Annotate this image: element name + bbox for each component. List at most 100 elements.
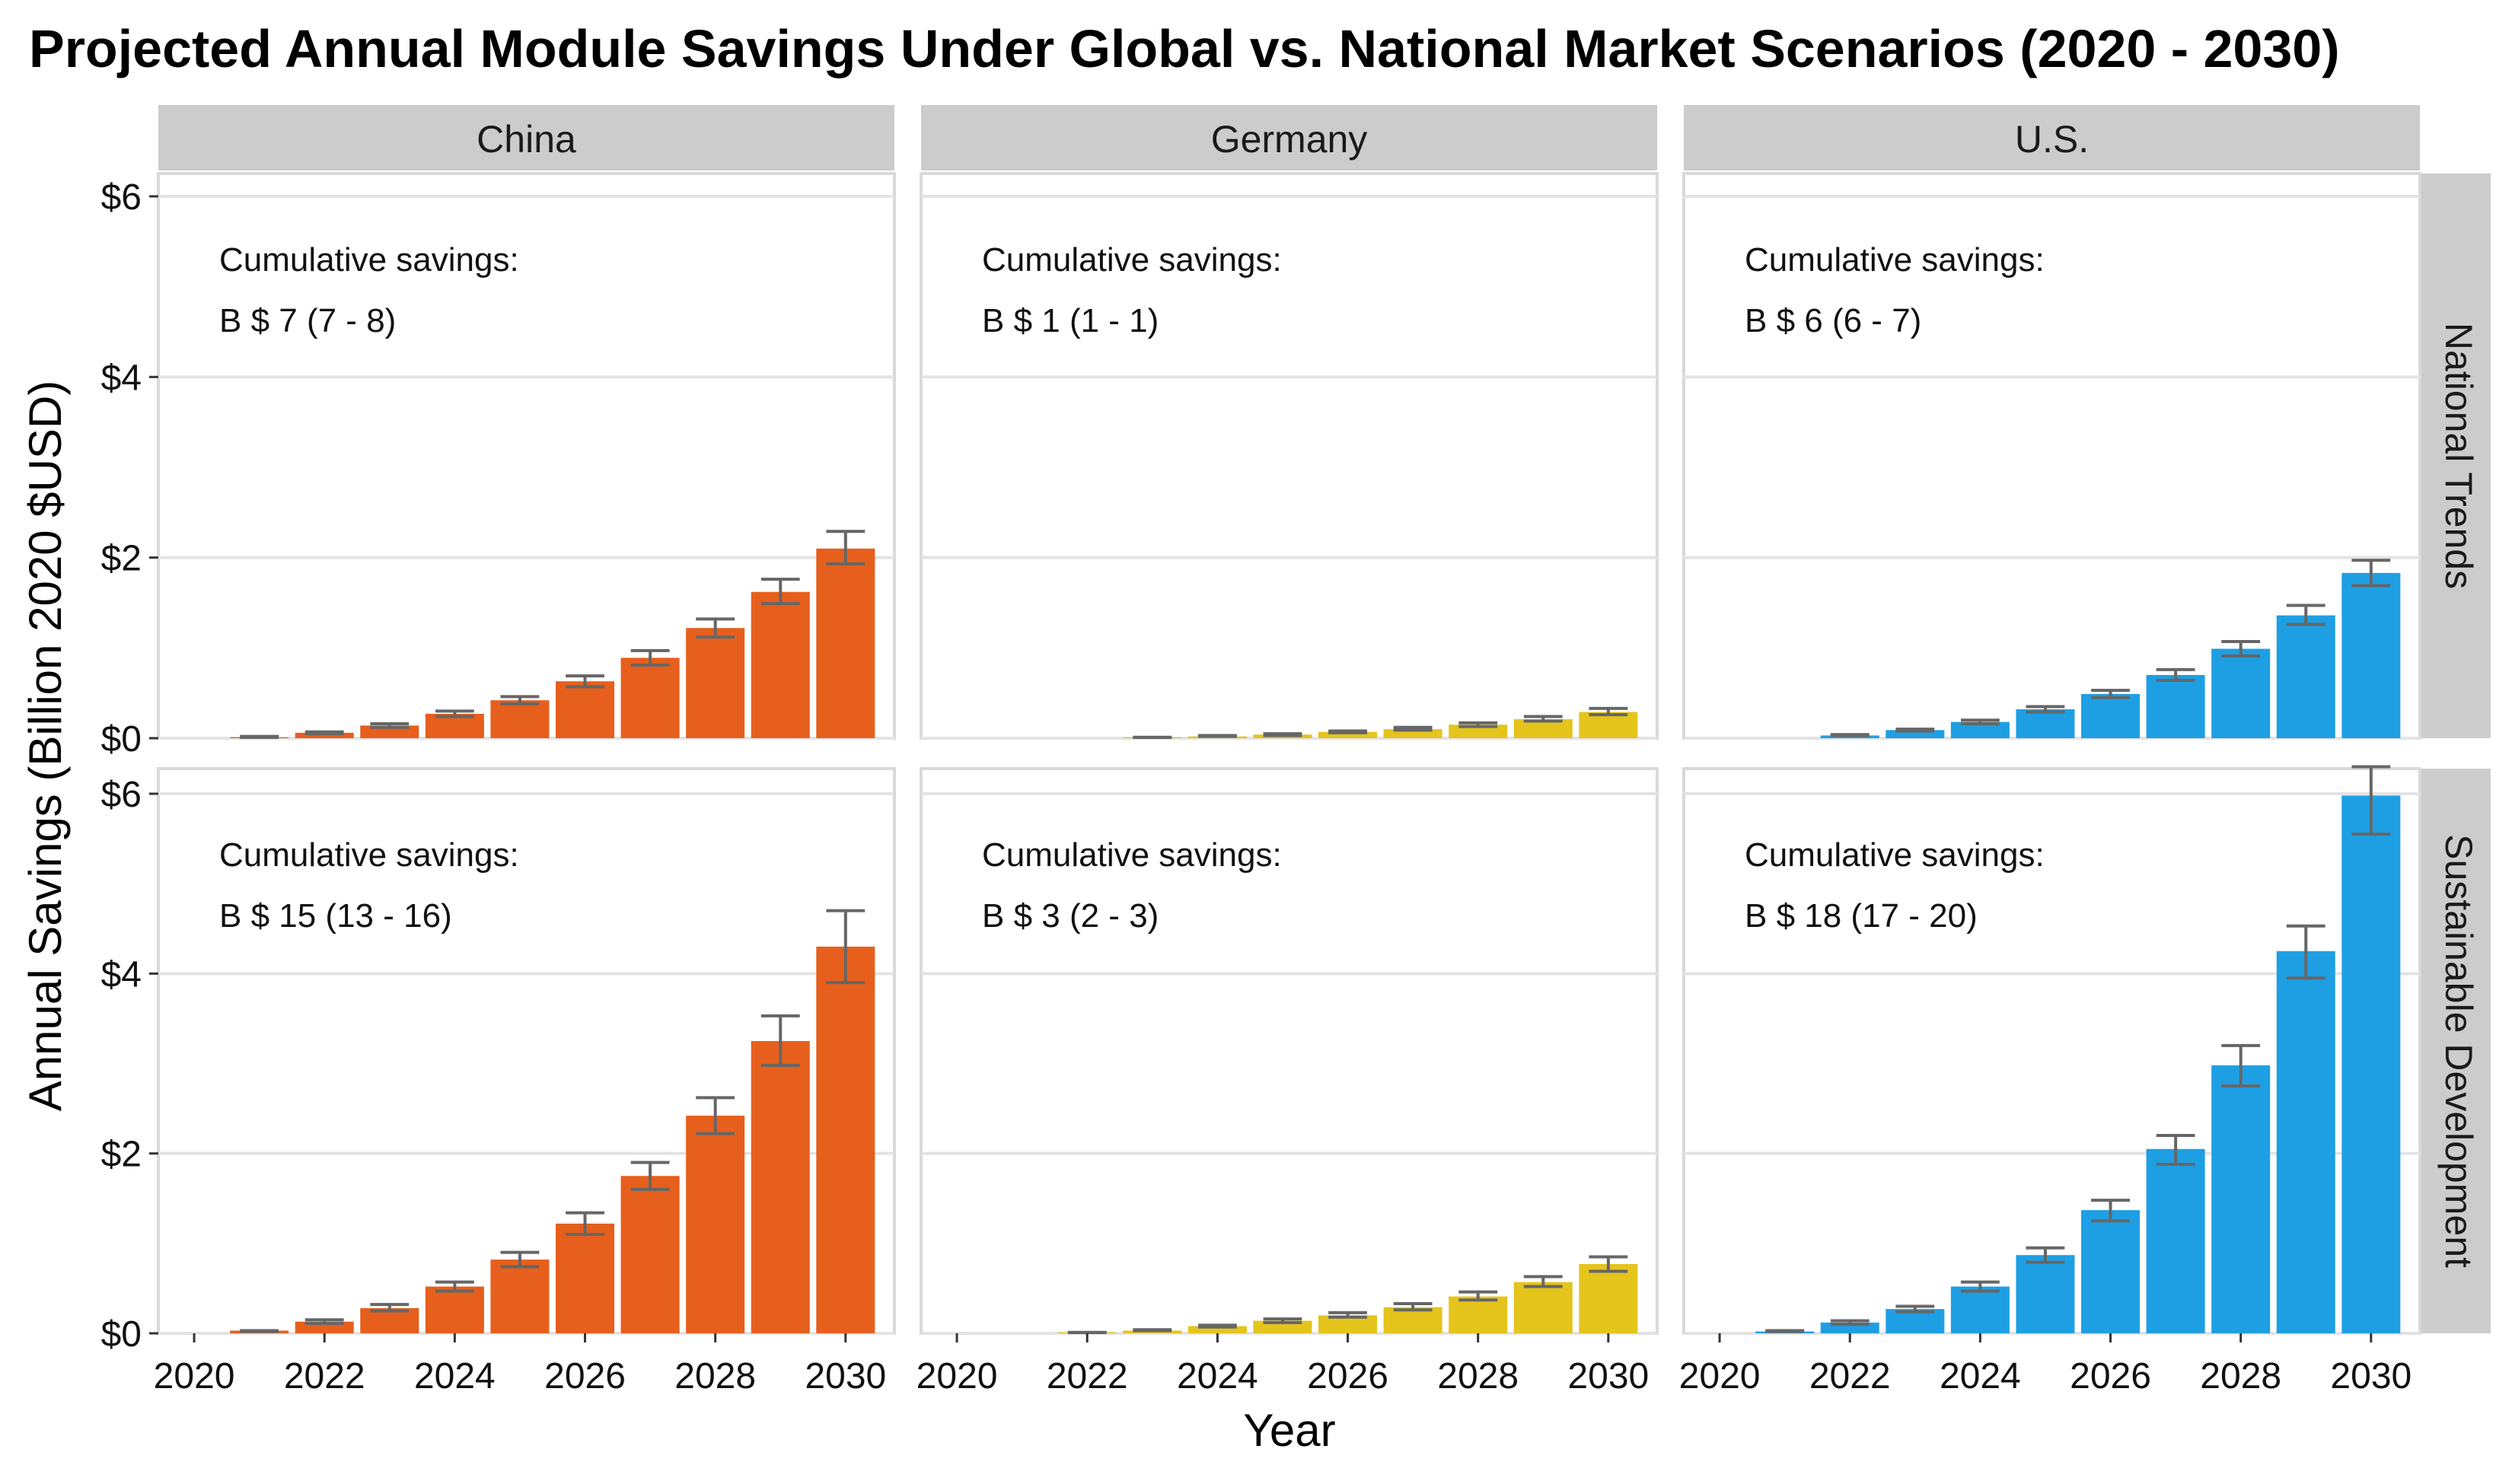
row-strip-label: National Trends	[2437, 323, 2480, 589]
bar-2026	[556, 1223, 615, 1333]
row-strip-sustainable-development: Sustainable Development	[2421, 769, 2491, 1333]
errorbar-2027	[2156, 1134, 2195, 1166]
errorbar-2025	[1263, 732, 1302, 737]
errorbar-2028	[1458, 1290, 1498, 1302]
errorbar-2030	[2351, 765, 2391, 836]
x-tick-label: 2028	[674, 1356, 756, 1396]
panel-us-national-trends: Cumulative savings: B $ 6 (6 - 7)	[1682, 172, 2421, 740]
x-tick-label: 2030	[2330, 1356, 2412, 1396]
errorbar-2026	[2091, 689, 2130, 699]
cumulative-savings-value: B $ 15 (13 - 16)	[219, 897, 452, 935]
x-tick-label: 2030	[805, 1356, 886, 1396]
column-strip-label: U.S.	[2015, 118, 2089, 161]
cumulative-savings-label: Cumulative savings:	[982, 241, 1282, 279]
errorbar-2025	[2026, 1246, 2065, 1264]
bar-2026	[2081, 693, 2141, 738]
bar-2030	[2341, 572, 2401, 738]
errorbar-2024	[435, 1280, 474, 1293]
bar-2025	[2016, 1255, 2075, 1333]
chart-title: Projected Annual Module Savings Under Gl…	[29, 19, 2340, 78]
bar-2025	[2016, 709, 2075, 738]
x-tick-label: 2026	[544, 1356, 626, 1396]
errorbar-2028	[2221, 1043, 2261, 1088]
cumulative-savings-value: B $ 1 (1 - 1)	[982, 302, 1159, 339]
x-tick-label: 2020	[916, 1356, 998, 1396]
errorbar-2026	[1328, 729, 1367, 734]
bar-2028	[686, 1116, 745, 1333]
errorbar-2027	[630, 648, 670, 667]
bar-2030	[1579, 712, 1638, 738]
errorbar-2029	[1523, 715, 1563, 723]
column-strip-germany: Germany	[921, 105, 1657, 170]
bar-2029	[751, 591, 810, 738]
y-tick-label: $2	[101, 539, 142, 579]
errorbar-2023	[370, 1303, 410, 1313]
cumulative-savings-label: Cumulative savings:	[982, 836, 1282, 874]
bar-2028	[2211, 648, 2271, 738]
errorbar-2026	[566, 1211, 604, 1237]
errorbar-2026	[2091, 1199, 2130, 1223]
bar-2030	[816, 946, 875, 1333]
errorbar-2028	[2221, 640, 2261, 658]
x-tick-label: 2020	[154, 1356, 235, 1396]
errorbar-2030	[1589, 1255, 1628, 1273]
x-tick-label: 2030	[1567, 1356, 1649, 1396]
errorbar-2023	[370, 722, 410, 729]
panels-layer: China Germany U.S. National Trends Sustainab…	[101, 105, 2491, 1396]
bar-2029	[2276, 615, 2335, 738]
errorbar-2026	[566, 674, 604, 689]
errorbar-2025	[1263, 1317, 1302, 1324]
panel-germany-national-trends: Cumulative savings: B $ 1 (1 - 1)	[920, 172, 1659, 740]
errorbar-2023	[1895, 1304, 1935, 1314]
errorbar-2029	[760, 578, 800, 606]
errorbar-2025	[500, 1250, 540, 1269]
bar-2029	[751, 1040, 810, 1333]
panel-us-sustainable-development: Cumulative savings: B $ 18 (17 - 20) 2020 2…	[1679, 765, 2421, 1396]
bar-2024	[425, 1286, 484, 1333]
bar-2027	[620, 1176, 680, 1333]
bar-2028	[1449, 724, 1508, 738]
cumulative-savings-label: Cumulative savings:	[219, 241, 519, 279]
bar-2024	[1187, 1326, 1247, 1333]
row-strip-label: Sustainable Development	[2437, 834, 2480, 1268]
errorbar-2030	[1589, 706, 1628, 717]
column-strip-us: U.S.	[1684, 105, 2420, 170]
bar-2026	[556, 681, 615, 738]
cumulative-savings-value: B $ 7 (7 - 8)	[219, 302, 396, 339]
errorbar-2024	[1960, 718, 2000, 726]
errorbar-2029	[2286, 603, 2326, 626]
bar-2030	[2341, 795, 2401, 1333]
x-tick-label: 2022	[284, 1356, 365, 1396]
cumulative-savings-value: B $ 18 (17 - 20)	[1745, 897, 1978, 935]
errorbar-2024	[435, 709, 474, 718]
errorbar-2024	[1197, 734, 1237, 738]
errorbar-2021	[1765, 1329, 1805, 1333]
errorbar-2029	[2286, 924, 2326, 980]
bar-2027	[1383, 729, 1442, 738]
y-axis-title: Annual Savings (Billion 2020 $USD)	[20, 381, 71, 1112]
y-tick-label: $4	[101, 954, 142, 995]
errorbar-2025	[2026, 705, 2065, 714]
errorbar-2030	[826, 530, 865, 565]
bar-2025	[490, 700, 550, 738]
y-tick-label: $2	[101, 1135, 142, 1175]
bar-2028	[1449, 1296, 1508, 1333]
errorbar-2027	[630, 1161, 670, 1191]
column-strip-label: China	[477, 118, 576, 161]
row-strip-national-trends: National Trends	[2421, 174, 2491, 738]
bar-2027	[2146, 674, 2205, 738]
bar-2026	[1318, 1315, 1378, 1333]
x-tick-label: 2024	[414, 1356, 496, 1396]
errorbar-2024	[1197, 1323, 1237, 1329]
x-tick-label: 2024	[1940, 1356, 2021, 1396]
column-strip-label: Germany	[1211, 118, 1368, 161]
errorbar-2027	[1393, 725, 1433, 732]
y-tick-label: $0	[101, 1314, 142, 1355]
x-axis-title: Year	[1243, 1405, 1335, 1456]
errorbar-2030	[826, 909, 865, 985]
bar-2027	[2146, 1148, 2205, 1333]
x-tick-label: 2022	[1809, 1356, 1891, 1396]
bar-2023	[1886, 730, 1945, 738]
bar-2024	[1950, 721, 2010, 738]
bar-2024	[1950, 1286, 2010, 1333]
